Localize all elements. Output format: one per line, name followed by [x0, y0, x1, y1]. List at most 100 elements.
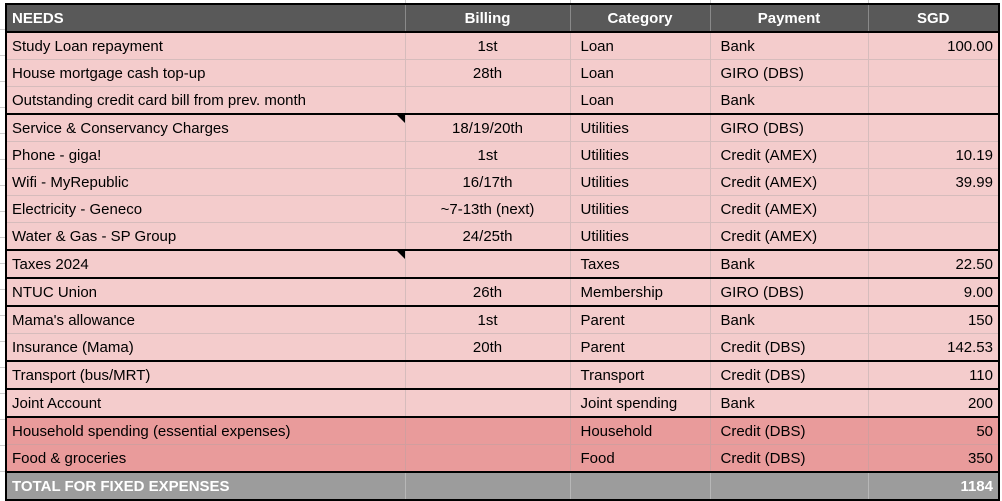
cell-billing[interactable]: 18/19/20th: [404, 113, 571, 142]
cell-sgd[interactable]: 39.99: [867, 168, 1000, 196]
table-row: Electricity - Geneco ~7-13th (next) Utilit…: [5, 195, 1000, 223]
column-header-billing[interactable]: Billing: [404, 4, 570, 33]
cell-category[interactable]: Loan: [569, 31, 711, 60]
cell-sgd[interactable]: [867, 59, 1000, 87]
cell-sgd[interactable]: 9.00: [867, 277, 1000, 307]
cell-payment[interactable]: Bank: [709, 249, 869, 279]
table-row: Outstanding credit card bill from prev. …: [5, 86, 1000, 115]
cell-billing[interactable]: 16/17th: [404, 168, 571, 196]
cell-billing[interactable]: [404, 416, 571, 445]
cell-sgd[interactable]: 110: [867, 360, 1000, 390]
cell-needs[interactable]: Household spending (essential expenses): [5, 416, 406, 445]
cell-payment[interactable]: Credit (AMEX): [709, 222, 869, 251]
column-header-payment[interactable]: Payment: [709, 4, 868, 33]
total-value-cell[interactable]: 1184: [867, 471, 1000, 501]
total-row: TOTAL FOR FIXED EXPENSES 1184: [5, 471, 1000, 501]
cell-billing[interactable]: [404, 360, 571, 390]
table-row: Service & Conservancy Charges 18/19/20th U…: [5, 113, 1000, 142]
cell-billing[interactable]: 26th: [404, 277, 571, 307]
cell-needs[interactable]: Outstanding credit card bill from prev. …: [5, 86, 406, 115]
cell-needs[interactable]: Wifi - MyRepublic: [5, 168, 406, 196]
cell-needs[interactable]: Mama's allowance: [5, 305, 406, 334]
gridline-stub: [868, 0, 869, 3]
cell-payment[interactable]: GIRO (DBS): [709, 59, 869, 87]
cell-billing[interactable]: 28th: [404, 59, 571, 87]
cell-category[interactable]: Household: [569, 416, 711, 445]
cell-needs[interactable]: NTUC Union: [5, 277, 406, 307]
cell-billing[interactable]: 1st: [404, 141, 571, 169]
total-empty-cell[interactable]: [404, 471, 571, 501]
cell-billing[interactable]: 1st: [404, 31, 571, 60]
cell-category[interactable]: Utilities: [569, 195, 711, 223]
total-empty-cell[interactable]: [709, 471, 869, 501]
column-header-category[interactable]: Category: [569, 4, 710, 33]
cell-needs[interactable]: Taxes 2024: [5, 249, 406, 279]
cell-needs[interactable]: Joint Account: [5, 388, 406, 418]
column-header-sgd[interactable]: SGD: [867, 4, 999, 33]
cell-needs[interactable]: Service & Conservancy Charges: [5, 113, 406, 142]
cell-payment[interactable]: Bank: [709, 305, 869, 334]
table-row: NTUC Union 26th Membership GIRO (DBS) 9.00: [5, 277, 1000, 307]
cell-payment[interactable]: Bank: [709, 86, 869, 115]
cell-payment[interactable]: Credit (DBS): [709, 416, 869, 445]
cell-note-marker-icon: [396, 251, 404, 259]
cell-needs[interactable]: Food & groceries: [5, 444, 406, 473]
cell-category[interactable]: Utilities: [569, 141, 711, 169]
cell-billing[interactable]: [404, 249, 571, 279]
cell-category[interactable]: Transport: [569, 360, 711, 390]
cell-payment[interactable]: Credit (AMEX): [709, 168, 869, 196]
cell-sgd[interactable]: 10.19: [867, 141, 1000, 169]
cell-billing[interactable]: [404, 388, 571, 418]
cell-sgd[interactable]: 100.00: [867, 31, 1000, 60]
cell-payment[interactable]: GIRO (DBS): [709, 113, 869, 142]
cell-billing[interactable]: 24/25th: [404, 222, 571, 251]
cell-category[interactable]: Loan: [569, 59, 711, 87]
column-header-needs[interactable]: NEEDS: [6, 4, 405, 33]
cell-payment[interactable]: Credit (AMEX): [709, 195, 869, 223]
cell-needs[interactable]: House mortgage cash top-up: [5, 59, 406, 87]
total-label-cell[interactable]: TOTAL FOR FIXED EXPENSES: [5, 471, 406, 501]
cell-billing[interactable]: [404, 444, 571, 473]
cell-sgd[interactable]: [867, 86, 1000, 115]
table-row: Water & Gas - SP Group 24/25th Utilities Cr…: [5, 222, 1000, 251]
cell-payment[interactable]: Credit (DBS): [709, 360, 869, 390]
cell-needs[interactable]: Phone - giga!: [5, 141, 406, 169]
cell-sgd[interactable]: 50: [867, 416, 1000, 445]
cell-category[interactable]: Taxes: [569, 249, 711, 279]
cell-category[interactable]: Food: [569, 444, 711, 473]
cell-needs[interactable]: Transport (bus/MRT): [5, 360, 406, 390]
cell-payment[interactable]: Credit (DBS): [709, 444, 869, 473]
cell-billing[interactable]: 20th: [404, 333, 571, 362]
cell-sgd[interactable]: 22.50: [867, 249, 1000, 279]
cell-payment[interactable]: Bank: [709, 31, 869, 60]
cell-payment[interactable]: Credit (DBS): [709, 333, 869, 362]
cell-needs[interactable]: Insurance (Mama): [5, 333, 406, 362]
cell-sgd[interactable]: 200: [867, 388, 1000, 418]
cell-sgd[interactable]: [867, 222, 1000, 251]
cell-sgd[interactable]: [867, 113, 1000, 142]
cell-category[interactable]: Membership: [569, 277, 711, 307]
cell-category[interactable]: Utilities: [569, 168, 711, 196]
cell-category[interactable]: Parent: [569, 333, 711, 362]
cell-sgd[interactable]: 142.53: [867, 333, 1000, 362]
cell-category[interactable]: Utilities: [569, 113, 711, 142]
cell-payment[interactable]: Bank: [709, 388, 869, 418]
cell-category[interactable]: Joint spending: [569, 388, 711, 418]
total-empty-cell[interactable]: [569, 471, 711, 501]
cell-sgd[interactable]: [867, 195, 1000, 223]
cell-needs[interactable]: Electricity - Geneco: [5, 195, 406, 223]
cell-billing[interactable]: ~7-13th (next): [404, 195, 571, 223]
cell-category[interactable]: Utilities: [569, 222, 711, 251]
cell-category[interactable]: Loan: [569, 86, 711, 115]
cell-needs[interactable]: Study Loan repayment: [5, 31, 406, 60]
cell-sgd[interactable]: 350: [867, 444, 1000, 473]
cell-category[interactable]: Parent: [569, 305, 711, 334]
cell-payment[interactable]: GIRO (DBS): [709, 277, 869, 307]
cell-billing[interactable]: 1st: [404, 305, 571, 334]
cell-sgd[interactable]: 150: [867, 305, 1000, 334]
gridline-stub: [405, 0, 406, 3]
header-row: NEEDS Billing Category Payment SGD: [6, 4, 999, 33]
cell-needs[interactable]: Water & Gas - SP Group: [5, 222, 406, 251]
cell-payment[interactable]: Credit (AMEX): [709, 141, 869, 169]
cell-billing[interactable]: [404, 86, 571, 115]
